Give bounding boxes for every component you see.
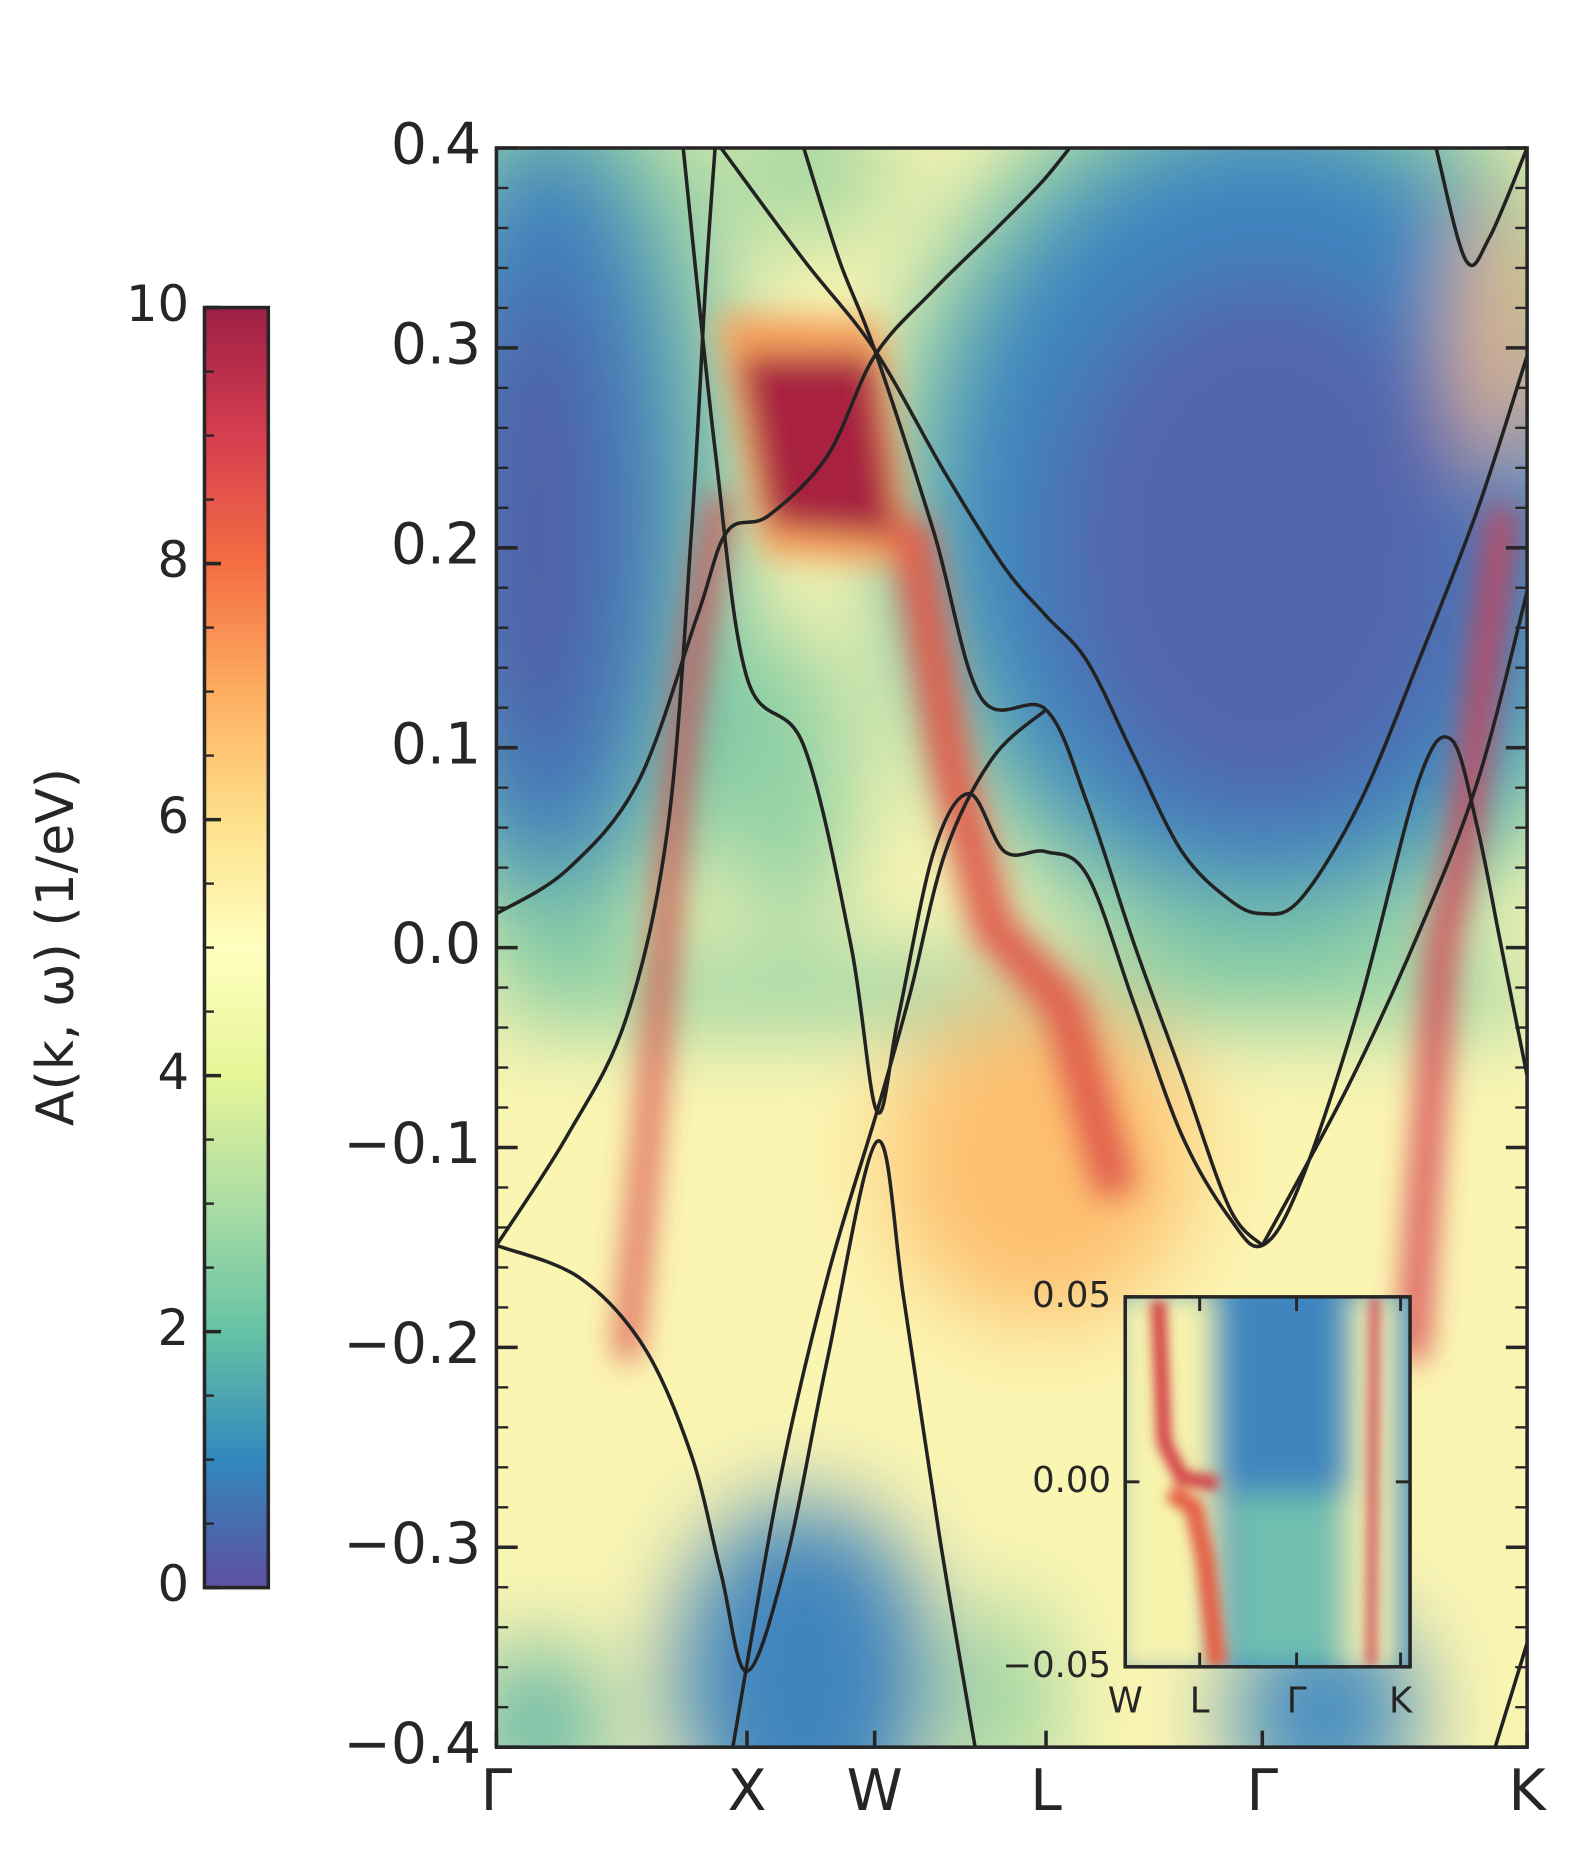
colorbar-tick-label: 8: [158, 531, 190, 589]
colorbar-tick-label: 10: [126, 275, 189, 333]
band-line: [1493, 1642, 1528, 1748]
band-line: [719, 148, 1528, 916]
y-tick-label: 0.1: [391, 711, 481, 777]
band-line: [731, 708, 1048, 1748]
band-line: [496, 148, 1072, 916]
y-tick-label: 0.3: [391, 312, 481, 378]
colorbar-tick-label: 0: [158, 1555, 190, 1613]
band-line: [496, 148, 717, 1247]
colorbar-label: A(k, ω) (1/eV): [26, 768, 86, 1126]
band-line: [1434, 148, 1528, 268]
band-line: [496, 1139, 977, 1748]
y-tick-label: 0.2: [391, 511, 481, 577]
band-line: [1260, 591, 1528, 1247]
band-line: [681, 148, 1528, 1249]
y-tick-label: −0.2: [343, 1311, 481, 1377]
inset-x-tick-label: Γ: [1287, 1680, 1307, 1721]
inset-y-tick-label: −0.05: [1002, 1645, 1111, 1686]
inset-x-tick-label: L: [1190, 1680, 1210, 1721]
colorbar: [202, 305, 271, 1590]
x-tick-label: W: [847, 1758, 903, 1824]
x-tick-label: K: [1508, 1758, 1547, 1824]
inset-x-tick-label: K: [1389, 1680, 1413, 1721]
x-tick-label: X: [728, 1758, 767, 1824]
colorbar-tick-label: 6: [158, 787, 190, 845]
x-tick-label: Γ: [481, 1758, 513, 1824]
inset-y-tick-label: 0.00: [1032, 1460, 1111, 1501]
inset-x-tick-label: W: [1108, 1680, 1143, 1721]
colorbar-tick-label: 4: [158, 1043, 190, 1101]
inset-y-tick-label: 0.05: [1032, 1275, 1111, 1316]
y-tick-label: −0.1: [343, 1111, 481, 1177]
y-tick-label: −0.3: [343, 1511, 481, 1577]
spectral-map: [496, 148, 1528, 1748]
x-tick-label: L: [1030, 1758, 1062, 1824]
colorbar-tick-label: 2: [158, 1299, 190, 1357]
band-lines: [496, 148, 1528, 1748]
y-tick-label: 0.0: [391, 911, 481, 977]
inset-map: [1125, 1296, 1411, 1667]
y-tick-label: −0.4: [343, 1711, 481, 1777]
x-tick-label: Γ: [1247, 1758, 1279, 1824]
y-tick-label: 0.4: [391, 112, 481, 178]
band-line: [802, 148, 1264, 1247]
